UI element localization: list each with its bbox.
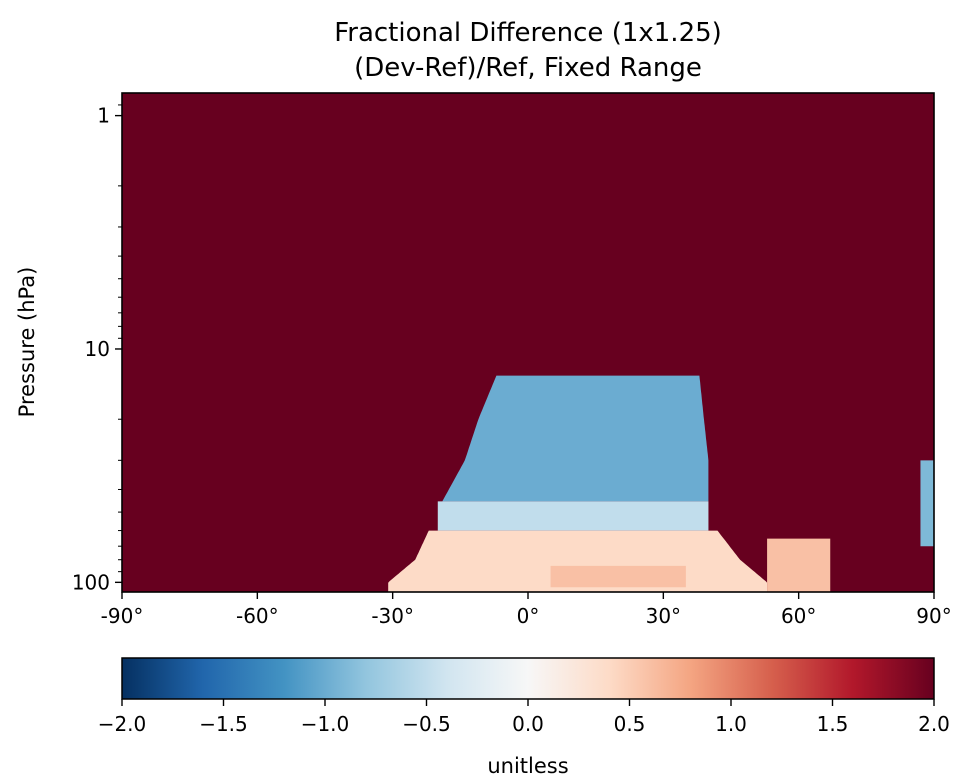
colorbar-axis: −2.0 −1.5 −1.0 −0.5 0.0 0.5 1.0 1.5 2.0: [98, 699, 950, 736]
colorbar-tick-label: 0.0: [512, 712, 544, 736]
colorbar-tick-label: −2.0: [98, 712, 147, 736]
x-axis: -90° -60° -30° 0° 30° 60° 90°: [101, 592, 952, 628]
heatmap-region-northern-midlatitude-low-level: [767, 538, 831, 592]
x-tick-label: 90°: [916, 604, 951, 628]
x-tick-label: -90°: [101, 604, 144, 628]
heatmap-region-tropical-stratosphere: [442, 375, 709, 502]
x-tick-label: 60°: [781, 604, 816, 628]
plot-area: [122, 93, 934, 592]
colorbar-tick-label: 1.5: [817, 712, 849, 736]
colorbar: [121, 657, 935, 700]
x-tick-label: 0°: [517, 604, 540, 628]
heatmap-region-transition-layer: [437, 501, 709, 531]
y-tick-label: 100: [72, 570, 110, 594]
colorbar-tick-label: 1.0: [715, 712, 747, 736]
colorbar-tick-label: 0.5: [614, 712, 646, 736]
y-axis: 1 10 100: [72, 104, 122, 594]
colorbar-tick-label: 2.0: [918, 712, 950, 736]
heatmap-region-north-polar-column: [920, 460, 934, 547]
heatmap-region-subtropical-maximum: [550, 565, 686, 588]
y-axis-label: Pressure (hPa): [15, 267, 39, 418]
colorbar-tick-label: −1.0: [301, 712, 350, 736]
x-tick-label: -30°: [371, 604, 414, 628]
y-tick-label: 10: [85, 337, 110, 361]
y-tick-label: 1: [97, 104, 110, 128]
x-tick-label: 30°: [646, 604, 681, 628]
chart-subtitle: (Dev-Ref)/Ref, Fixed Range: [354, 53, 702, 83]
colorbar-tick-label: −1.5: [199, 712, 248, 736]
x-tick-label: -60°: [236, 604, 279, 628]
colorbar-tick-label: −0.5: [402, 712, 451, 736]
colorbar-label: unitless: [487, 754, 568, 778]
chart-title: Fractional Difference (1x1.25): [334, 18, 722, 48]
